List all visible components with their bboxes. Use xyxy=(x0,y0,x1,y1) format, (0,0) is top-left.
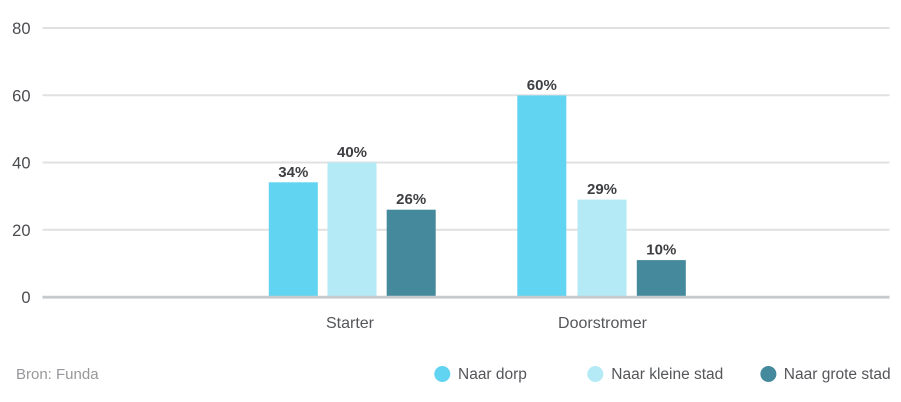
svg-text:Bron: Funda: Bron: Funda xyxy=(16,366,99,383)
svg-text:40: 40 xyxy=(12,155,30,173)
svg-text:20: 20 xyxy=(12,222,30,240)
svg-text:Naar dorp: Naar dorp xyxy=(458,366,527,383)
svg-text:29%: 29% xyxy=(587,181,617,198)
svg-text:0: 0 xyxy=(21,289,30,307)
svg-text:10%: 10% xyxy=(646,242,676,259)
svg-text:Starter: Starter xyxy=(326,315,375,332)
svg-text:26%: 26% xyxy=(396,191,426,208)
svg-text:60: 60 xyxy=(12,88,30,106)
svg-text:40%: 40% xyxy=(337,144,367,161)
svg-text:34%: 34% xyxy=(278,164,308,181)
svg-text:60%: 60% xyxy=(527,77,557,94)
svg-text:Doorstromer: Doorstromer xyxy=(558,315,648,332)
svg-text:Naar kleine stad: Naar kleine stad xyxy=(611,366,723,383)
svg-text:Naar grote stad: Naar grote stad xyxy=(784,366,891,383)
svg-text:80: 80 xyxy=(12,20,30,38)
